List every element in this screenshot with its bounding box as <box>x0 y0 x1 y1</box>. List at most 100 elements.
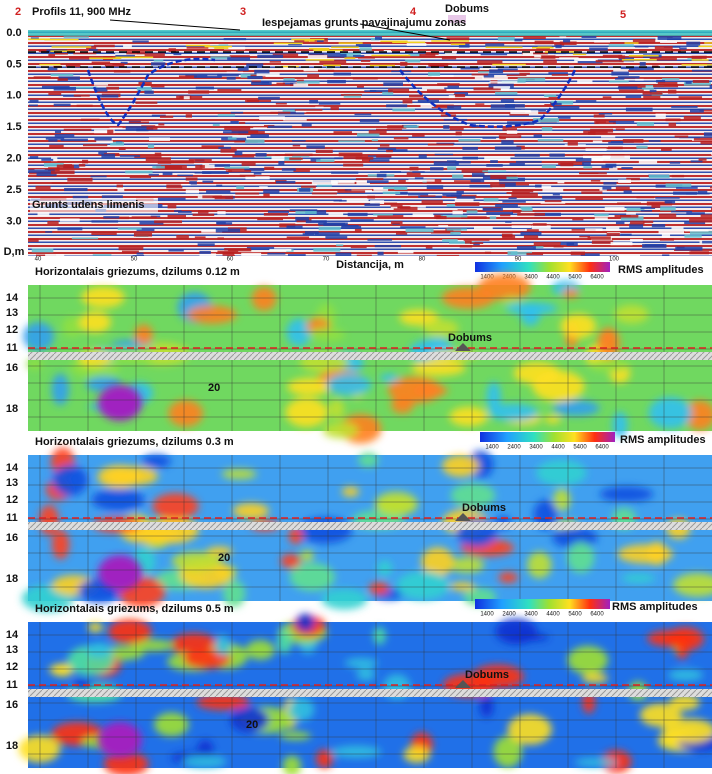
reflection <box>427 143 454 146</box>
reflection <box>48 139 58 142</box>
reflection <box>395 191 408 195</box>
amplitude-blob <box>639 703 682 727</box>
colorbar-tick: 4400 <box>546 612 560 618</box>
reflection <box>304 40 315 42</box>
reflection <box>90 175 107 178</box>
reflection <box>237 67 249 71</box>
reflection <box>44 38 79 41</box>
reflection <box>508 197 517 200</box>
reflection <box>245 176 270 180</box>
reflection <box>51 46 92 48</box>
reflection <box>217 114 236 117</box>
reflection <box>494 146 522 150</box>
amplitude-blob <box>396 571 450 600</box>
row-label: 13 <box>6 477 18 489</box>
reflection <box>223 38 247 41</box>
row-label: 11 <box>6 512 18 524</box>
reflection <box>121 250 139 254</box>
reflection <box>500 98 515 103</box>
reflection <box>251 81 272 86</box>
reflection <box>58 76 80 81</box>
colorbar-tick: 6400 <box>590 612 604 618</box>
reflection <box>609 168 618 170</box>
reflection <box>120 61 128 64</box>
reflection <box>611 71 629 76</box>
reflection <box>374 36 383 40</box>
reflection <box>387 149 408 152</box>
reflection <box>168 249 184 252</box>
reflection <box>689 109 704 113</box>
reflection <box>602 96 612 99</box>
row-label: 18 <box>6 740 18 752</box>
reflection <box>604 206 625 211</box>
reflection <box>227 57 251 60</box>
amplitude-blob <box>103 752 149 774</box>
reflection <box>511 225 532 229</box>
reflection <box>106 86 120 90</box>
reflection <box>431 74 454 77</box>
reflection <box>548 72 568 75</box>
reflection <box>520 231 542 236</box>
reflection <box>72 195 89 199</box>
reflection <box>617 76 640 79</box>
reflection <box>258 96 280 100</box>
reflection <box>598 113 613 115</box>
row-label: 12 <box>6 494 18 506</box>
colorbar-tick: 3400 <box>524 275 538 281</box>
reflection <box>461 216 487 219</box>
reflection <box>115 53 137 56</box>
amplitude-blob <box>684 400 712 431</box>
reflection <box>689 218 712 223</box>
reflection <box>656 79 666 83</box>
reflection <box>679 47 687 50</box>
amplitude-blob <box>544 415 562 424</box>
reflection <box>63 128 92 131</box>
reflection <box>302 233 315 236</box>
reflection <box>649 89 657 94</box>
reflection <box>628 55 659 57</box>
reflection <box>507 251 518 256</box>
reflection <box>498 135 522 139</box>
reflection <box>341 198 369 202</box>
reflection <box>313 49 343 52</box>
reflection <box>671 227 684 230</box>
reflection <box>665 183 692 188</box>
reflection <box>502 128 518 131</box>
amplitude-blob <box>331 745 382 758</box>
amplitude-blob <box>495 618 538 645</box>
reflection <box>702 240 712 244</box>
reflection <box>59 218 80 222</box>
reflection <box>482 170 507 173</box>
reflection <box>681 64 712 66</box>
reflection <box>511 192 538 197</box>
reflection <box>316 159 335 162</box>
reflection <box>625 95 642 99</box>
reflection <box>255 152 267 157</box>
reflection <box>433 161 459 165</box>
reflection <box>217 73 239 77</box>
colorbar-tick: 4400 <box>551 445 565 451</box>
reflection <box>78 163 86 167</box>
water-level-label: Grunts udens limenis <box>32 199 144 211</box>
reflection <box>292 144 301 147</box>
reflection <box>306 69 335 72</box>
reflection <box>338 140 365 143</box>
reflection <box>523 36 546 40</box>
reflection <box>51 182 68 184</box>
reflection <box>430 167 444 171</box>
reflection <box>425 51 439 55</box>
reflection <box>304 231 319 235</box>
reflection <box>92 254 112 256</box>
reflection <box>223 131 249 134</box>
reflection <box>45 231 53 233</box>
reflection <box>519 72 530 75</box>
reflection <box>704 42 712 44</box>
reflection <box>225 170 233 172</box>
reflection <box>398 179 406 184</box>
reflection <box>471 73 489 76</box>
reflection <box>635 78 644 81</box>
reflection <box>371 54 411 57</box>
reflection <box>641 87 654 90</box>
amplitude-blob <box>51 663 74 677</box>
line-label: 20 <box>246 719 258 731</box>
